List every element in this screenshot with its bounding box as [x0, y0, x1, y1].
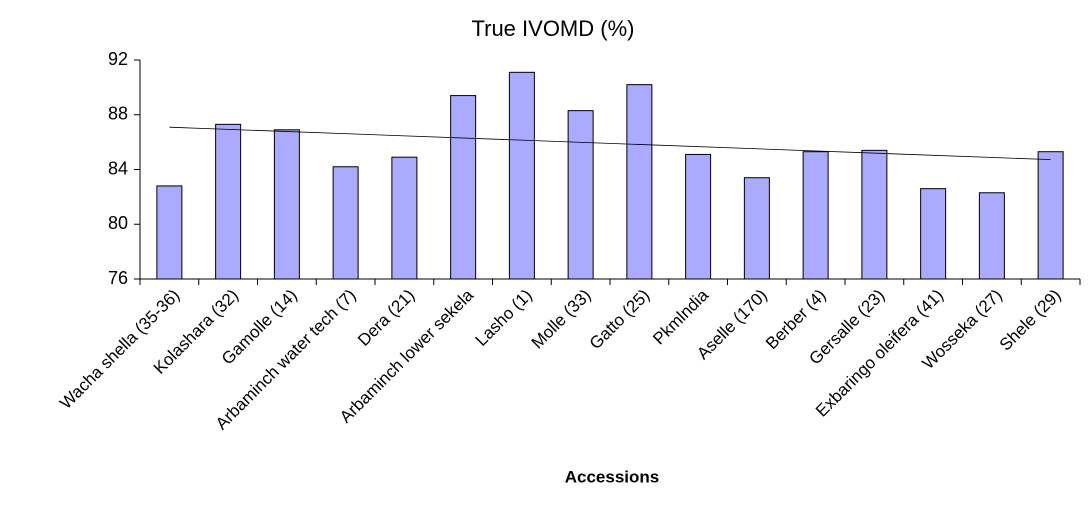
bar [391, 156, 418, 280]
bar [215, 123, 242, 280]
trendline [169, 126, 1051, 161]
y-tick-label: 76 [108, 268, 128, 288]
x-tick-label: Shele (29) [996, 286, 1065, 355]
bar [920, 188, 947, 280]
bar [685, 153, 712, 280]
y-tick-label: 92 [108, 49, 128, 69]
bar [802, 151, 829, 280]
bar [978, 192, 1005, 280]
bar [273, 129, 300, 280]
bar [626, 84, 653, 280]
bar [450, 95, 477, 280]
chart-title: True IVOMD (%) [472, 16, 635, 41]
bar [743, 177, 770, 280]
bar [861, 149, 888, 280]
x-tick-label: Molle (33) [528, 286, 595, 353]
x-tick-label: Lasho (1) [472, 286, 536, 350]
y-tick-label: 80 [108, 213, 128, 233]
x-tick-label: Gatto (25) [586, 286, 654, 354]
bar [567, 110, 594, 280]
y-tick-label: 84 [108, 158, 128, 178]
bar [332, 166, 359, 280]
bar [508, 71, 535, 280]
bar [1037, 151, 1064, 280]
x-axis-label: Accessions [565, 467, 660, 486]
y-tick-label: 88 [108, 104, 128, 124]
bar [156, 185, 183, 280]
